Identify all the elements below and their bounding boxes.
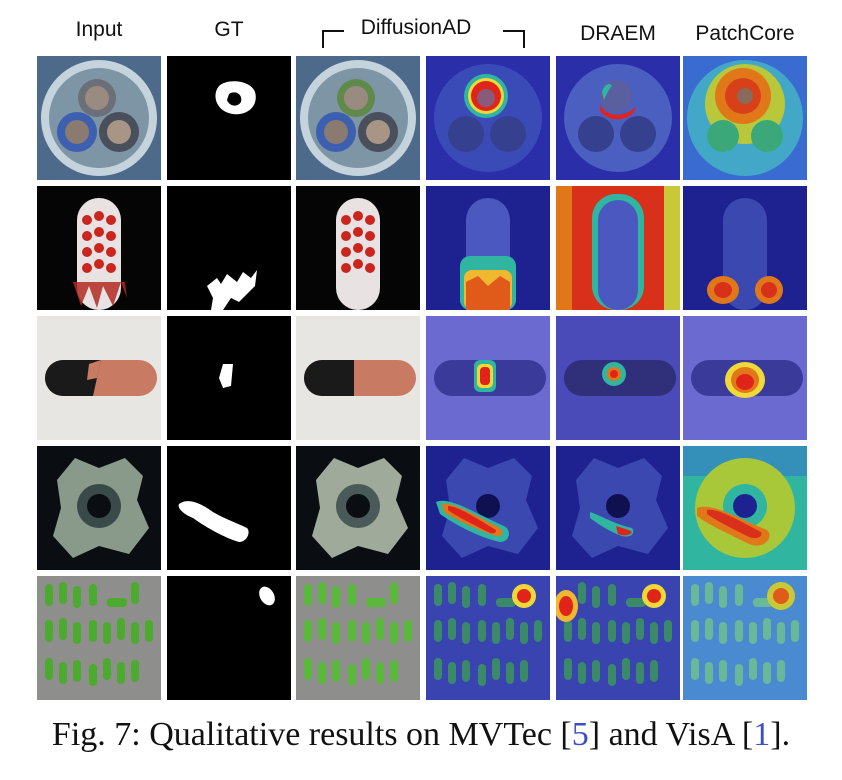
capsules-draem-heatmap xyxy=(556,576,680,700)
column-header-input: Input xyxy=(75,18,123,41)
capsule-patchcore-heatmap xyxy=(683,316,807,440)
caption-text-before: Qualitative results on MVTec [ xyxy=(149,716,572,753)
washer-diffusionad-reconstruction xyxy=(296,446,420,570)
washer-patchcore-heatmap xyxy=(683,446,807,570)
toothbrush-diffusionad-reconstruction xyxy=(296,186,420,310)
capsules-input-image xyxy=(37,576,161,700)
column-header-patchcore: PatchCore xyxy=(695,22,795,45)
figure-caption: Fig. 7: Qualitative results on MVTec [5]… xyxy=(0,716,842,754)
citation-link-mvtec[interactable]: 5 xyxy=(571,716,589,753)
toothbrush-draem-heatmap xyxy=(556,186,680,310)
capsules-patchcore-heatmap xyxy=(683,576,807,700)
capsules-diffusionad-heatmap xyxy=(426,576,550,700)
cable-draem-heatmap xyxy=(556,56,680,180)
toothbrush-diffusionad-heatmap xyxy=(426,186,550,310)
washer-draem-heatmap xyxy=(556,446,680,570)
caption-text-after: ]. xyxy=(770,716,791,753)
cable-diffusionad-reconstruction xyxy=(296,56,420,180)
figure-label: Fig. 7: xyxy=(51,716,141,753)
bracket-right xyxy=(503,30,525,48)
cable-input-image xyxy=(37,56,161,180)
capsule-diffusionad-reconstruction xyxy=(296,316,420,440)
column-header-draem: DRAEM xyxy=(580,22,656,45)
washer-diffusionad-heatmap xyxy=(426,446,550,570)
citation-link-visa[interactable]: 1 xyxy=(753,716,771,753)
washer-input-image xyxy=(37,446,161,570)
column-header-diffusionad: DiffusionAD xyxy=(360,16,472,39)
capsules-diffusionad-reconstruction xyxy=(296,576,420,700)
washer-gt-mask xyxy=(167,446,291,570)
capsules-gt-mask xyxy=(167,576,291,700)
column-header-gt: GT xyxy=(214,18,244,41)
cable-patchcore-heatmap xyxy=(683,56,807,180)
capsule-input-image xyxy=(37,316,161,440)
toothbrush-patchcore-heatmap xyxy=(683,186,807,310)
capsule-gt-mask xyxy=(167,316,291,440)
toothbrush-gt-mask xyxy=(167,186,291,310)
capsule-diffusionad-heatmap xyxy=(426,316,550,440)
capsule-draem-heatmap xyxy=(556,316,680,440)
caption-text-middle: ] and VisA [ xyxy=(588,716,754,753)
toothbrush-input-image xyxy=(37,186,161,310)
bracket-left xyxy=(322,30,344,48)
cable-gt-mask xyxy=(167,56,291,180)
cable-diffusionad-heatmap xyxy=(426,56,550,180)
